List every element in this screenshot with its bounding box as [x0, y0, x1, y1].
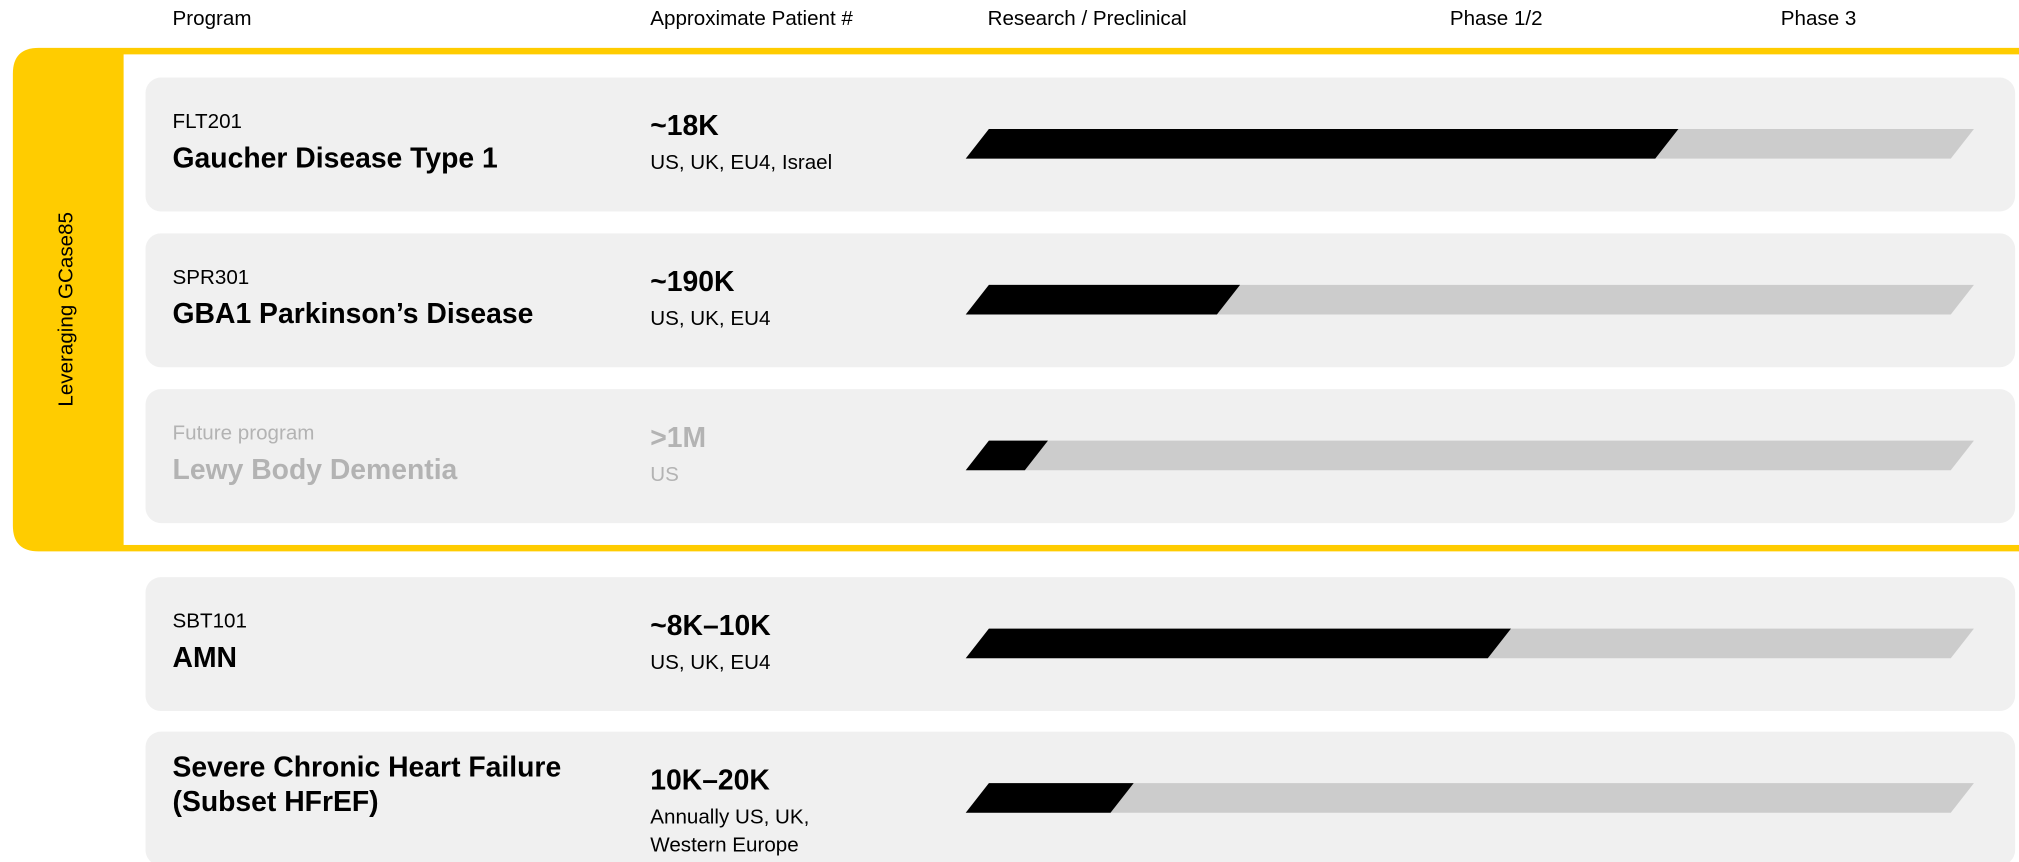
header-label: Approximate Patient # — [650, 7, 853, 30]
program-name: GBA1 Parkinson’s Disease — [173, 298, 534, 330]
progress-track — [965, 783, 1974, 813]
group-label: Leveraging GCase85 — [54, 212, 77, 407]
progress-bar — [965, 440, 1049, 471]
program-code: FLT201 — [173, 110, 242, 133]
program-code: SBT101 — [173, 610, 247, 633]
header-label: Research / Preclinical — [988, 7, 1187, 30]
patient-count: ~18K — [650, 110, 719, 142]
patient-region: US, UK, EU4 — [650, 651, 770, 674]
program-name: AMN — [173, 642, 237, 674]
progress-bar — [965, 129, 1679, 159]
patient-count: ~8K–10K — [650, 610, 771, 642]
patient-count: 10K–20K — [650, 764, 770, 796]
progress-bar — [965, 284, 1241, 315]
program-name: Lewy Body Dementia — [173, 454, 458, 486]
patient-region: US, UK, EU4, Israel — [650, 151, 832, 174]
patient-region: Annually US, UK, — [650, 805, 809, 828]
progress-bar — [965, 628, 1511, 659]
patient-count: >1M — [650, 422, 706, 454]
header-label: Phase 3 — [1781, 7, 1857, 30]
program-code: SPR301 — [173, 266, 250, 289]
program-name: (Subset HFrEF) — [173, 786, 379, 818]
patient-region: Western Europe — [650, 834, 798, 857]
patient-region: US, UK, EU4 — [650, 307, 770, 330]
progress-track — [965, 440, 1974, 471]
program-name: Severe Chronic Heart Failure — [173, 751, 562, 783]
program-code: Future program — [173, 422, 315, 445]
program-name: Gaucher Disease Type 1 — [173, 142, 498, 174]
header-label: Phase 1/2 — [1450, 7, 1543, 30]
patient-count: ~190K — [650, 266, 735, 298]
progress-bar — [965, 783, 1134, 813]
patient-region: US — [650, 463, 679, 486]
header-label: Program — [173, 7, 252, 30]
